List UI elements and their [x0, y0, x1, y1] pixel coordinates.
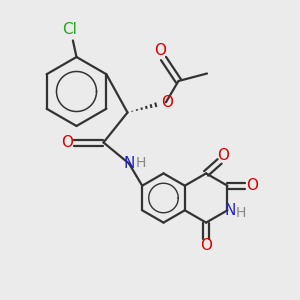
Text: H: H [135, 156, 146, 170]
Text: O: O [154, 44, 166, 59]
Text: N: N [123, 156, 135, 171]
Text: O: O [246, 178, 258, 193]
Text: N: N [224, 203, 236, 218]
Text: Cl: Cl [62, 22, 77, 38]
Text: O: O [200, 238, 212, 253]
Text: O: O [217, 148, 229, 164]
Text: O: O [61, 135, 74, 150]
Text: O: O [161, 95, 173, 110]
Text: H: H [236, 206, 246, 220]
